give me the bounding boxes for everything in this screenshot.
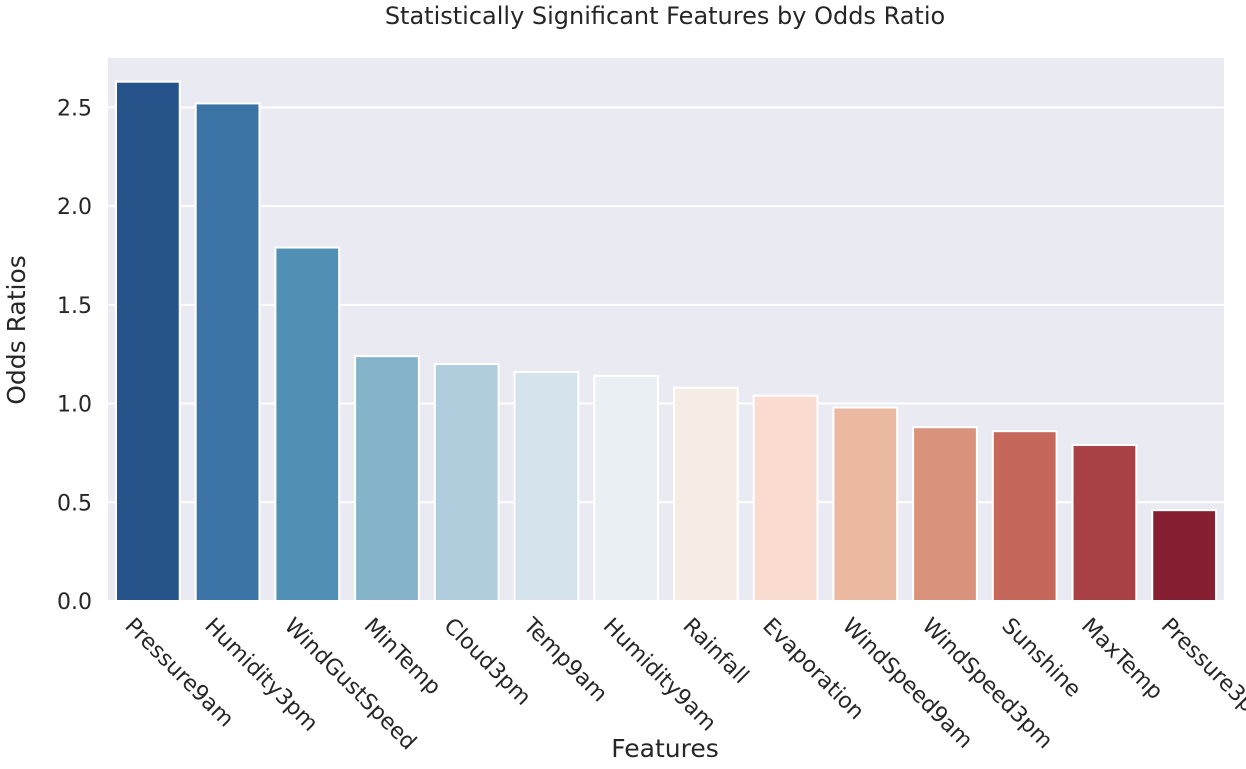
bar-windgustspeed	[274, 246, 341, 602]
x-tick-label: Pressure3pm	[1156, 614, 1246, 733]
bar-sunshine	[991, 430, 1058, 602]
bar-pressure3pm	[1151, 509, 1218, 602]
bar-humidity9am	[593, 374, 660, 602]
bar-mintemp	[354, 355, 420, 603]
bar-windspeed9am	[832, 406, 899, 602]
bars	[114, 80, 1218, 603]
y-tick-label: 1.0	[57, 393, 92, 418]
bar-maxtemp	[1071, 444, 1138, 602]
x-tick-label: MaxTemp	[1076, 614, 1167, 705]
bar-humidity3pm	[194, 102, 261, 602]
y-tick-label: 2.0	[57, 195, 92, 220]
bar-rainfall	[672, 386, 739, 602]
y-tick-label: 0.0	[57, 590, 92, 615]
bar-windspeed3pm	[912, 426, 978, 602]
x-tick-label: WindGustSpeed	[279, 614, 421, 756]
x-axis-label: Features	[611, 734, 719, 763]
y-axis-label: Odds Ratios	[2, 255, 31, 405]
y-tick-labels: 0.0 0.5 1.0 1.5 2.0 2.5	[57, 96, 92, 615]
y-tick-label: 0.5	[57, 491, 92, 516]
bar-temp9am	[513, 370, 580, 602]
y-tick-label: 1.5	[57, 294, 92, 319]
bar-cloud3pm	[433, 363, 500, 602]
chart-title: Statistically Significant Features by Od…	[385, 2, 945, 30]
x-tick-label: Rainfall	[678, 614, 754, 690]
bar-evaporation	[752, 394, 819, 602]
y-tick-label: 2.5	[57, 96, 92, 121]
bar-pressure9am	[114, 80, 181, 603]
